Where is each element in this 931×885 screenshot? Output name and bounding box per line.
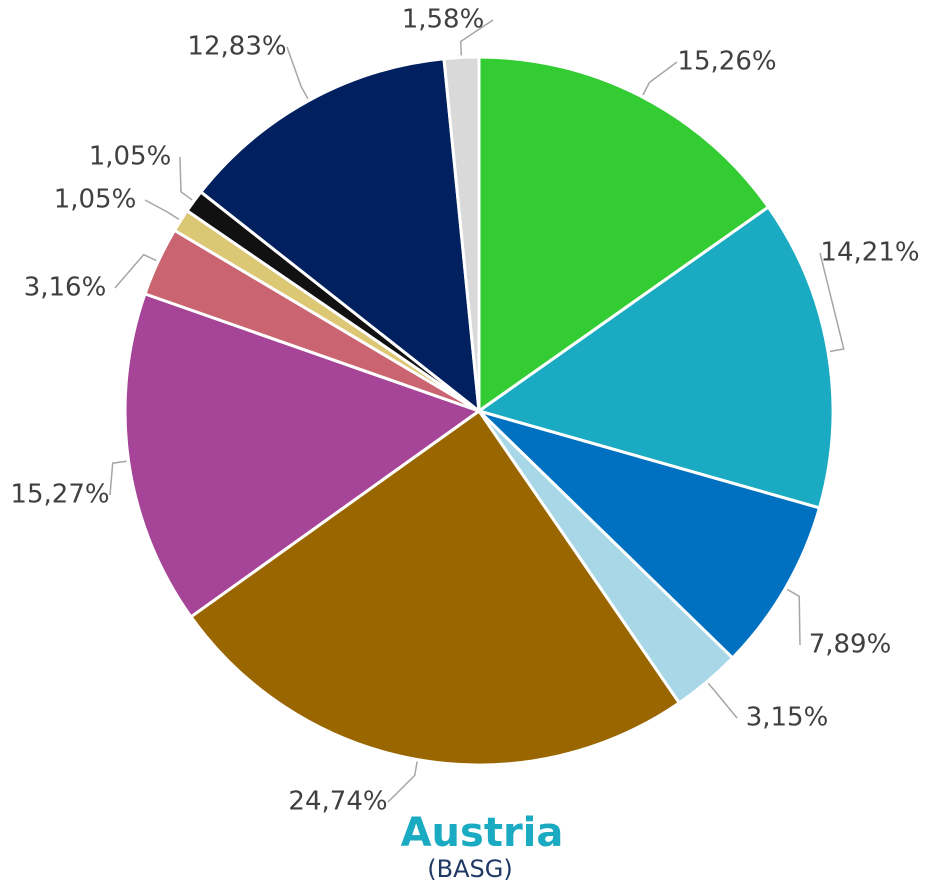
leader-line bbox=[286, 46, 309, 100]
leader-line bbox=[109, 460, 127, 496]
leader-line bbox=[642, 61, 678, 96]
leader-line bbox=[387, 761, 418, 803]
chart-title: Austria bbox=[401, 810, 564, 856]
data-label: 3,15% bbox=[746, 703, 829, 733]
leader-line bbox=[179, 156, 193, 201]
leader-line bbox=[144, 199, 180, 221]
leader-line bbox=[459, 19, 494, 56]
data-label: 12,83% bbox=[187, 32, 286, 62]
pie-slice bbox=[477, 409, 822, 661]
data-label: 15,26% bbox=[677, 47, 776, 77]
data-label: 15,27% bbox=[10, 480, 109, 510]
data-label: 3,16% bbox=[24, 273, 107, 303]
leader-line bbox=[707, 682, 738, 719]
leader-line bbox=[819, 252, 845, 353]
leader-line bbox=[786, 588, 801, 646]
data-label: 14,21% bbox=[820, 238, 919, 268]
pie-slice bbox=[475, 205, 835, 510]
pie-slice bbox=[477, 55, 771, 414]
data-label: 1,05% bbox=[89, 142, 172, 172]
chart-subtitle: (BASG) bbox=[427, 855, 512, 883]
data-label: 1,58% bbox=[402, 5, 485, 35]
data-label: 1,05% bbox=[54, 185, 137, 215]
pie-slice bbox=[198, 57, 481, 415]
pie-slice bbox=[188, 408, 682, 767]
data-label: 7,89% bbox=[809, 630, 892, 660]
pie-slice bbox=[442, 55, 481, 412]
leader-line bbox=[114, 253, 157, 289]
data-label: 24,74% bbox=[288, 787, 387, 817]
pie-slice bbox=[123, 291, 483, 619]
